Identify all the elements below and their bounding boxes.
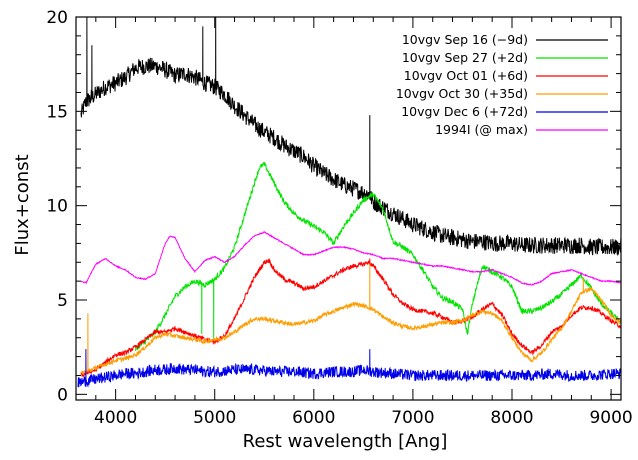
legend-item: 10vgv Oct 01 (+6d) <box>404 68 608 83</box>
legend-item: 1994I (@ max) <box>435 122 608 137</box>
y-tick-label: 20 <box>46 8 68 28</box>
legend-label: 10vgv Sep 16 (−9d) <box>402 32 528 47</box>
x-tick-label: 4000 <box>94 408 137 428</box>
legend-label: 10vgv Dec 6 (+72d) <box>401 104 528 119</box>
x-tick-label: 9000 <box>589 408 632 428</box>
plot-area <box>77 17 621 388</box>
legend-label: 10vgv Oct 30 (+35d) <box>396 86 528 101</box>
x-tick-label: 6000 <box>292 408 335 428</box>
series-line-3 <box>80 264 621 375</box>
y-tick-label: 5 <box>57 291 68 311</box>
legend-label: 10vgv Oct 01 (+6d) <box>404 68 528 83</box>
x-tick-label: 5000 <box>193 408 236 428</box>
series-line-0 <box>80 17 621 257</box>
x-tick-label: 7000 <box>391 408 434 428</box>
legend-item: 10vgv Sep 27 (+2d) <box>402 50 608 65</box>
x-tick-label: 8000 <box>490 408 533 428</box>
legend: 10vgv Sep 16 (−9d) 10vgv Sep 27 (+2d) 10vg… <box>396 32 608 137</box>
plot-frame <box>75 16 622 401</box>
series-line-2 <box>80 258 621 378</box>
y-axis-label: Flux+const <box>12 154 33 255</box>
axes <box>75 16 622 401</box>
legend-label: 10vgv Sep 27 (+2d) <box>402 50 528 65</box>
y-tick-label: 10 <box>46 197 68 217</box>
series-line-5 <box>80 230 621 286</box>
series-line-4 <box>77 349 621 388</box>
x-axis-label: Rest wavelength [Ang] <box>243 431 448 452</box>
y-tick-label: 0 <box>57 385 68 405</box>
legend-label: 1994I (@ max) <box>435 122 528 137</box>
y-tick-label: 15 <box>46 102 68 122</box>
legend-item: 10vgv Dec 6 (+72d) <box>401 104 608 119</box>
series-line-1 <box>135 161 621 351</box>
legend-item: 10vgv Oct 30 (+35d) <box>396 86 608 101</box>
legend-item: 10vgv Sep 16 (−9d) <box>402 32 608 47</box>
tick-labels: 4000 5000 6000 7000 8000 9000 0 5 10 15 20 <box>46 8 632 428</box>
